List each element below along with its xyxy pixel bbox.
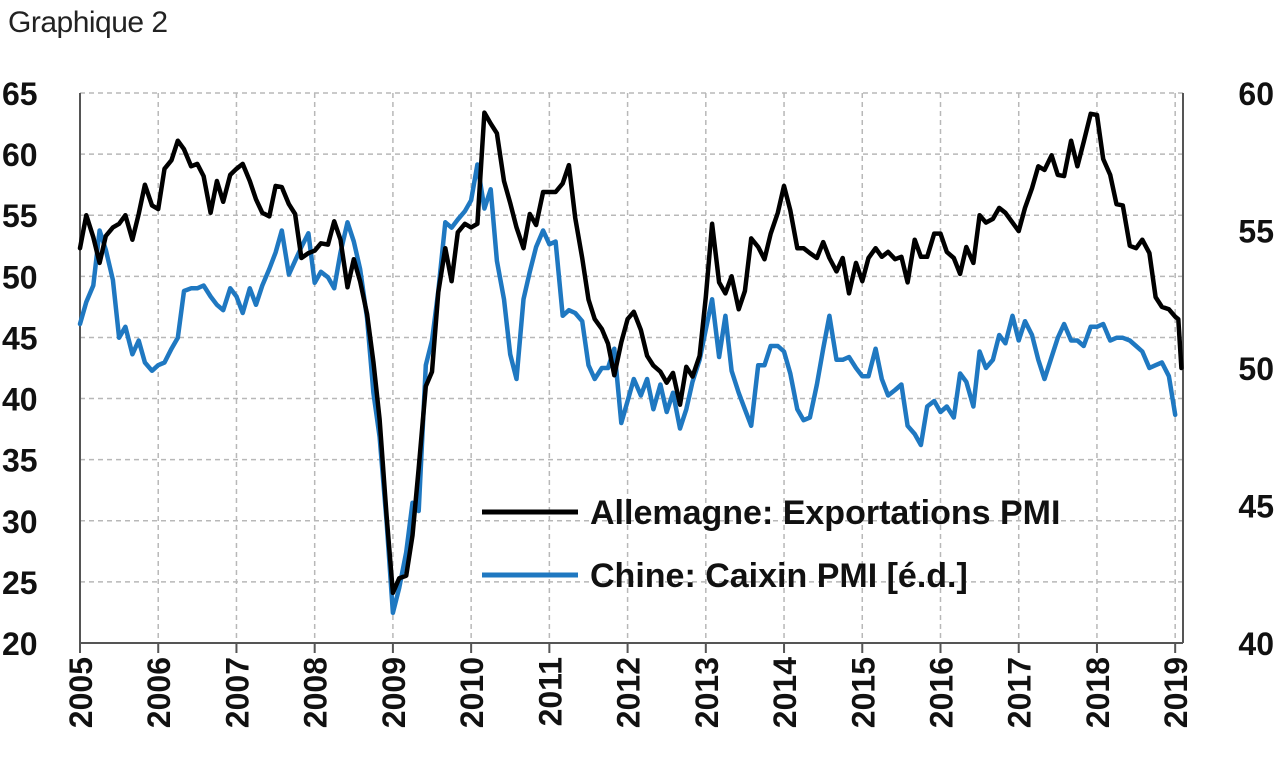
left-tick-label: 30 bbox=[2, 504, 38, 540]
x-tick-label: 2017 bbox=[1002, 657, 1038, 728]
left-tick-label: 20 bbox=[2, 626, 38, 662]
x-tick-label: 2008 bbox=[298, 657, 334, 728]
axis-layer: 20 25 30 35 40 45 50 55 60 65 40 45 50 55 60 2005 2006 20… bbox=[2, 76, 1274, 728]
left-tick-label: 65 bbox=[2, 76, 38, 112]
x-tick-label: 2006 bbox=[141, 657, 177, 728]
left-tick-label: 55 bbox=[2, 198, 38, 234]
x-tick-label: 2016 bbox=[923, 657, 959, 728]
x-tick-label: 2019 bbox=[1158, 657, 1194, 728]
left-tick-label: 40 bbox=[2, 382, 38, 418]
left-tick-label: 60 bbox=[2, 137, 38, 173]
x-tick-label: 2011 bbox=[532, 657, 568, 726]
legend-item-allemagne-label: Allemagne: Exportations PMI bbox=[590, 494, 1060, 532]
series-layer bbox=[77, 110, 1184, 616]
x-tick-label: 2007 bbox=[219, 657, 255, 728]
right-tick-label: 60 bbox=[1238, 76, 1274, 112]
right-tick-label: 45 bbox=[1238, 489, 1274, 525]
left-tick-label: 25 bbox=[2, 565, 38, 601]
x-tick-label: 2018 bbox=[1080, 657, 1116, 728]
left-tick-label: 50 bbox=[2, 259, 38, 295]
left-tick-label: 45 bbox=[2, 320, 38, 356]
right-tick-label: 55 bbox=[1238, 214, 1274, 250]
series-line-allemagne bbox=[77, 110, 1184, 596]
x-tick-label: 2014 bbox=[767, 657, 803, 728]
x-tick-label: 2010 bbox=[454, 657, 490, 728]
chart-title: Graphique 2 bbox=[8, 6, 168, 39]
legend-item-chine-label: Chine: Caixin PMI [é.d.] bbox=[590, 557, 968, 595]
x-tick-label: 2015 bbox=[845, 657, 881, 728]
x-tick-label: 2012 bbox=[611, 657, 647, 728]
x-tick-label: 2013 bbox=[689, 657, 725, 728]
left-tick-label: 35 bbox=[2, 443, 38, 479]
legend: Allemagne: Exportations PMI Chine: Caixin… bbox=[482, 494, 1060, 595]
right-tick-label: 50 bbox=[1238, 351, 1274, 387]
series-line-chine bbox=[77, 162, 1178, 616]
x-tick-label: 2009 bbox=[376, 657, 412, 728]
right-tick-label: 40 bbox=[1238, 626, 1274, 662]
x-tick-label: 2005 bbox=[63, 657, 99, 728]
